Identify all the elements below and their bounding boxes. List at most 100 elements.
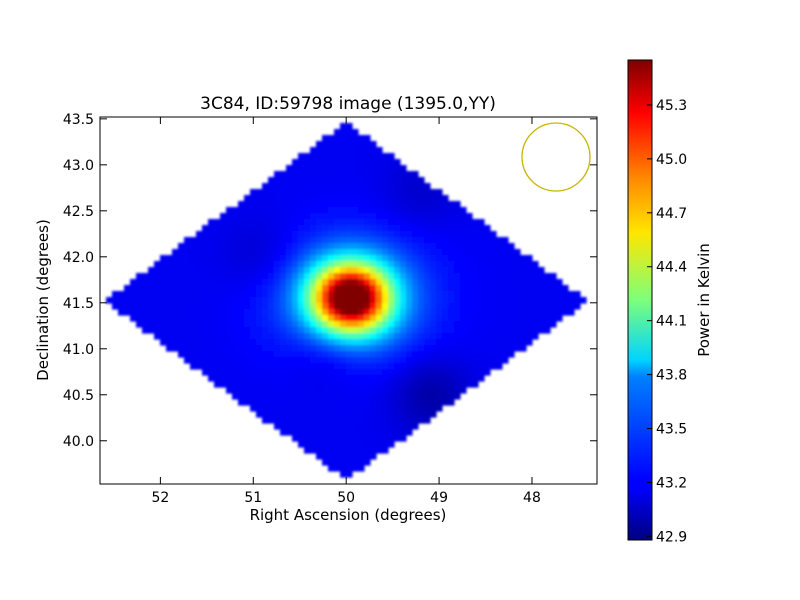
heatmap-cell — [196, 273, 203, 280]
heatmap-cell — [478, 351, 485, 358]
heatmap-cell — [412, 393, 419, 400]
heatmap-cell — [400, 189, 407, 196]
heatmap-cell — [490, 249, 497, 256]
heatmap-cell — [328, 147, 335, 154]
heatmap-cell — [424, 387, 431, 394]
heatmap-cell — [280, 375, 287, 382]
heatmap-cell — [352, 447, 359, 454]
heatmap-cell — [298, 237, 305, 244]
heatmap-cell — [328, 447, 335, 454]
heatmap-cell — [208, 357, 215, 364]
heatmap-cell — [340, 171, 347, 178]
heatmap-cell — [370, 417, 377, 424]
heatmap-cell — [310, 315, 317, 322]
heatmap-cell — [472, 315, 479, 322]
heatmap-cell — [316, 309, 323, 316]
heatmap-cell — [298, 273, 305, 280]
heatmap-cell — [292, 345, 299, 352]
heatmap-cell — [388, 219, 395, 226]
heatmap-cell — [460, 225, 467, 232]
heatmap-cell — [322, 321, 329, 328]
heatmap-cell — [406, 285, 413, 292]
heatmap-cell — [334, 141, 341, 148]
heatmap-cell — [304, 429, 311, 436]
colorbar-tick-label: 44.1 — [656, 314, 687, 330]
heatmap-cell — [484, 357, 491, 364]
heatmap-cell — [442, 195, 449, 202]
heatmap-cell — [418, 249, 425, 256]
heatmap-cell — [322, 255, 329, 262]
heatmap-cell — [316, 267, 323, 274]
heatmap-cell — [418, 357, 425, 364]
heatmap-cell — [280, 207, 287, 214]
y-tick-label: 42.0 — [63, 250, 94, 266]
heatmap-cell — [430, 327, 437, 334]
heatmap-cell — [382, 357, 389, 364]
heatmap-cell — [130, 303, 137, 310]
heatmap-cell — [454, 255, 461, 262]
heatmap-cell — [178, 243, 185, 250]
heatmap-cell — [358, 435, 365, 442]
heatmap-cell — [310, 375, 317, 382]
heatmap-cell — [298, 183, 305, 190]
heatmap-cell — [190, 339, 197, 346]
heatmap-cell — [214, 267, 221, 274]
heatmap-cell — [454, 381, 461, 388]
heatmap-cell — [238, 237, 245, 244]
heatmap-cell — [268, 291, 275, 298]
heatmap-cell — [460, 339, 467, 346]
heatmap-cell — [370, 321, 377, 328]
heatmap-cell — [304, 303, 311, 310]
heatmap-cell — [190, 285, 197, 292]
heatmap-cell — [514, 285, 521, 292]
heatmap-cell — [226, 381, 233, 388]
heatmap-cell — [328, 267, 335, 274]
heatmap-cell — [562, 297, 569, 304]
heatmap-cell — [388, 249, 395, 256]
heatmap-cell — [388, 351, 395, 358]
heatmap-cell — [394, 213, 401, 220]
heatmap-cell — [346, 249, 353, 256]
heatmap-cell — [262, 399, 269, 406]
heatmap-cell — [280, 195, 287, 202]
heatmap-cell — [412, 357, 419, 364]
heatmap-cell — [394, 249, 401, 256]
heatmap-cell — [208, 261, 215, 268]
heatmap-cell — [334, 357, 341, 364]
heatmap-cell — [292, 435, 299, 442]
heatmap-cell — [436, 255, 443, 262]
heatmap-cell — [376, 267, 383, 274]
heatmap-cell — [346, 309, 353, 316]
heatmap-cell — [382, 225, 389, 232]
heatmap-cell — [172, 267, 179, 274]
heatmap-cell — [484, 291, 491, 298]
heatmap-cell — [298, 255, 305, 262]
heatmap-cell — [274, 177, 281, 184]
heatmap-cell — [286, 213, 293, 220]
heatmap-cell — [490, 333, 497, 340]
heatmap-cell — [340, 357, 347, 364]
heatmap-cell — [166, 303, 173, 310]
heatmap-cell — [316, 231, 323, 238]
heatmap-cell — [346, 135, 353, 142]
heatmap-cell — [214, 369, 221, 376]
heatmap-cell — [340, 135, 347, 142]
heatmap-cell — [346, 399, 353, 406]
heatmap-cell — [352, 261, 359, 268]
heatmap-cell — [298, 393, 305, 400]
heatmap-cell — [238, 351, 245, 358]
heatmap-cell — [478, 363, 485, 370]
heatmap-cell — [352, 351, 359, 358]
heatmap-cell — [340, 153, 347, 160]
heatmap-cell — [328, 189, 335, 196]
heatmap-cell — [304, 165, 311, 172]
heatmap-cell — [298, 381, 305, 388]
heatmap-cell — [358, 309, 365, 316]
heatmap-cell — [520, 279, 527, 286]
heatmap-cell — [328, 303, 335, 310]
heatmap-cell — [484, 279, 491, 286]
heatmap-cell — [256, 339, 263, 346]
heatmap-cell — [376, 153, 383, 160]
heatmap-cell — [322, 369, 329, 376]
heatmap-cell — [496, 291, 503, 298]
